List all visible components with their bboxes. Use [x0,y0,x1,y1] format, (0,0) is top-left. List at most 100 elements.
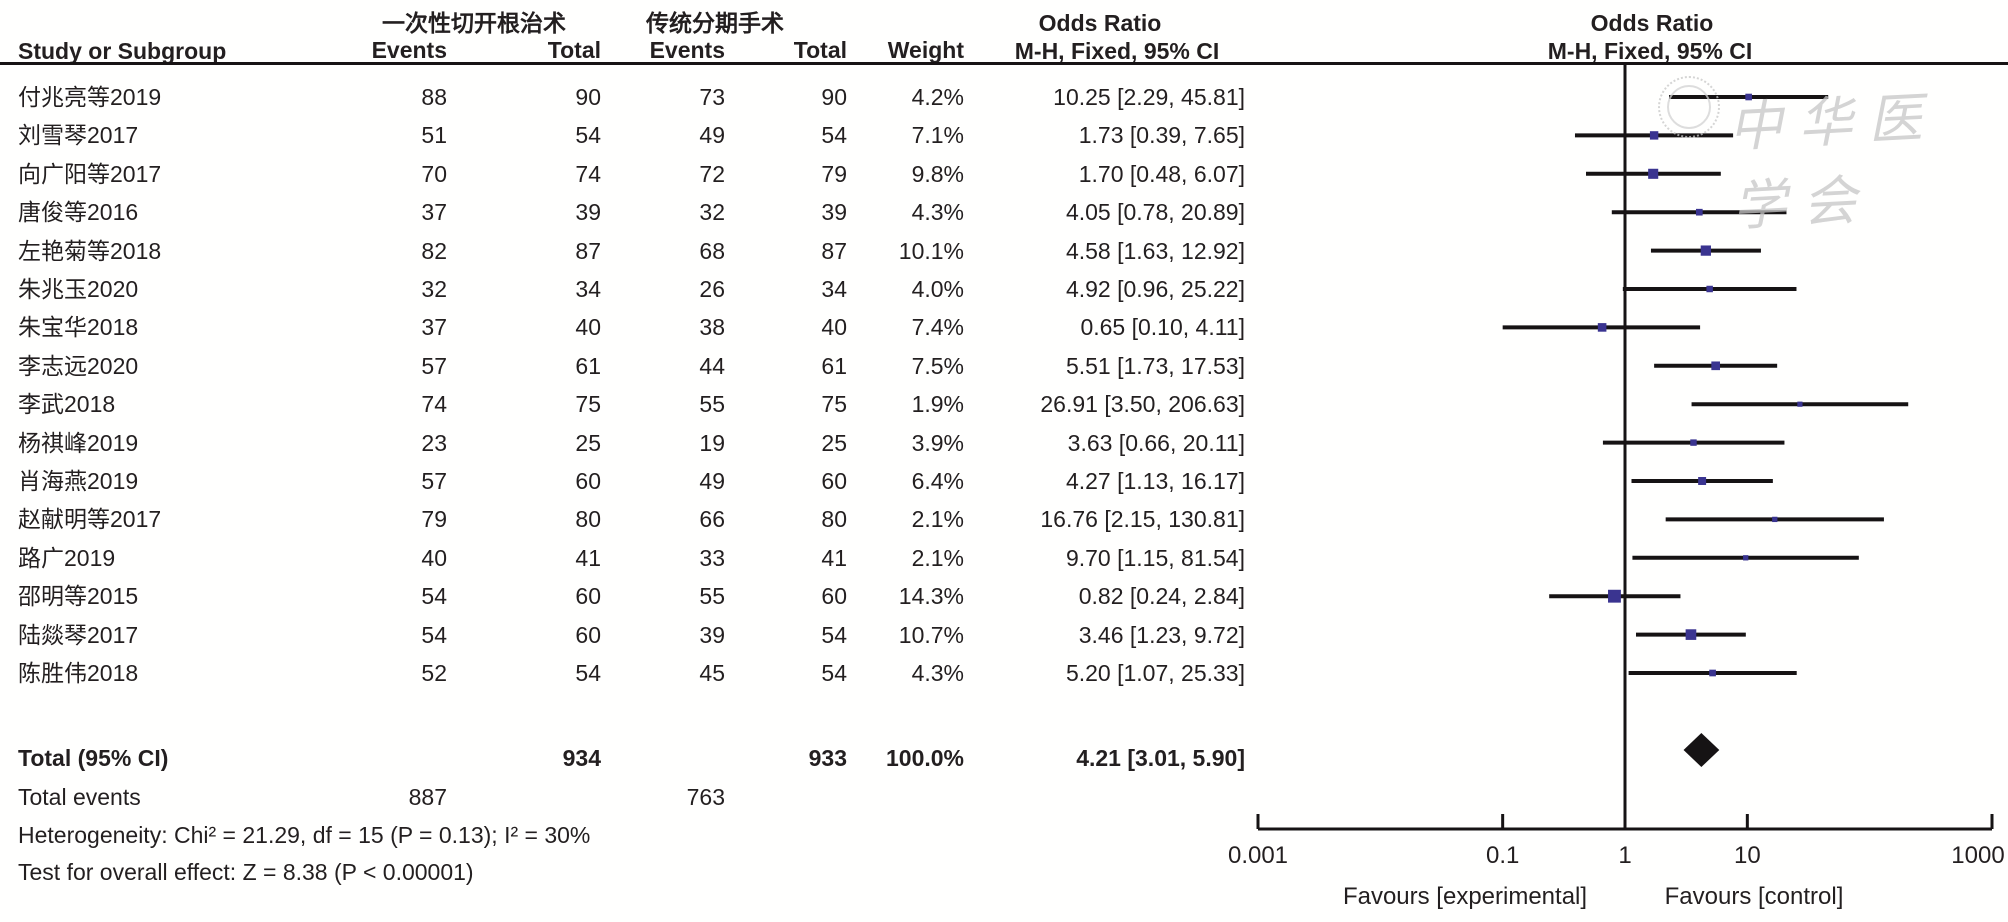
study-name: 陆燚琴2017 [18,621,139,648]
table-row: 朱兆玉2020 32 34 26 34 4.0% 4.92 [0.96, 25.22] [0,273,2008,305]
table-row: 肖海燕2019 57 60 49 60 6.4% 4.27 [1.13, 16.17] [0,465,2008,497]
weight-column-header: Weight [887,37,964,63]
study-label: 1.70 [0.48, 6.07] [1078,160,1245,187]
study-e2: 38 [699,314,725,341]
study-weight: 14.3% [898,583,964,610]
table-row: 付兆亮等2019 88 90 73 90 4.2% 10.25 [2.29, 45.81] [0,81,2008,113]
total-diamond [1683,733,1720,767]
study-label: 0.82 [0.24, 2.84] [1078,583,1245,610]
study-weight: 10.1% [898,237,964,264]
study-weight: 7.1% [911,122,964,149]
study-name: 唐俊等2016 [18,199,139,226]
study-t1: 39 [575,199,601,226]
effect-square [1709,669,1716,677]
study-t2: 80 [821,506,847,533]
study-label: 4.05 [0.78, 20.89] [1065,199,1245,226]
or-method-header-plot: M-H, Fixed, 95% CI [1547,38,1753,64]
effect-square [1608,589,1621,603]
study-t2: 41 [821,544,847,571]
study-t1: 54 [575,122,601,149]
total-events-1: 887 [408,784,447,810]
study-label: 0.65 [0.10, 4.11] [1080,314,1245,341]
study-e2: 32 [699,199,725,226]
table-row: 邵明等2015 54 60 55 60 14.3% 0.82 [0.24, 2.84] [0,580,2008,612]
study-e2: 66 [699,506,725,533]
study-e1: 51 [421,122,447,149]
study-column-header: Study or Subgroup [18,38,227,64]
study-weight: 10.7% [898,621,964,648]
study-t1: 34 [575,276,601,302]
axis-tick-label: 1000 [1951,842,2005,869]
events2-column-header: Events [649,37,725,63]
study-e2: 33 [699,544,725,571]
study-label: 16.76 [2.15, 130.81] [1040,506,1245,533]
axis-tick-label: 0.001 [1227,842,1289,869]
table-row: 唐俊等2016 37 39 32 39 4.3% 4.05 [0.78, 20.89] [0,196,2008,228]
study-name: 向广阳等2017 [18,160,162,187]
study-name: 杨祺峰2019 [18,429,139,456]
study-t2: 79 [821,160,847,187]
study-name: 路广2019 [18,544,116,571]
study-e1: 57 [421,352,447,379]
table-row: 李志远2020 57 61 44 61 7.5% 5.51 [1.73, 17.53] [0,350,2008,382]
group1-header: 一次性切开根治术 [382,10,566,36]
overall-effect-text: Test for overall effect: Z = 8.38 (P < 0… [18,859,474,885]
effect-square [1690,439,1697,446]
effect-square [1648,168,1659,179]
study-e1: 40 [421,544,447,571]
study-name: 朱宝华2018 [18,314,139,341]
study-name: 李志远2020 [18,352,139,379]
study-t1: 54 [575,660,601,686]
study-t2: 34 [821,276,847,302]
study-t1: 25 [575,429,601,456]
study-t1: 41 [575,544,601,571]
study-weight: 7.4% [911,314,964,341]
effect-square [1772,516,1778,523]
study-label: 4.27 [1.13, 16.17] [1065,468,1245,494]
study-e2: 68 [699,237,725,264]
study-name: 陈胜伟2018 [18,660,139,686]
study-label: 4.92 [0.96, 25.22] [1065,276,1245,302]
study-t2: 60 [821,468,847,494]
study-e2: 49 [699,122,725,149]
header-rule [0,62,2008,65]
total-events-label: Total events [18,784,141,810]
study-weight: 2.1% [911,544,964,571]
total-events-row: Total events 887 763 [0,781,2008,813]
heterogeneity-text: Heterogeneity: Chi² = 21.29, df = 15 (P … [18,822,591,848]
table-row: 刘雪琴2017 51 54 49 54 7.1% 1.73 [0.39, 7.65] [0,119,2008,151]
study-t1: 60 [575,583,601,610]
study-weight: 2.1% [911,506,964,533]
study-e1: 88 [421,84,447,110]
study-name: 李武2018 [18,391,116,418]
study-label: 3.46 [1.23, 9.72] [1078,621,1245,648]
study-t2: 39 [821,199,847,226]
table-row: 向广阳等2017 70 74 72 79 9.8% 1.70 [0.48, 6.07] [0,158,2008,190]
total-events-2: 763 [686,784,725,810]
favours-right-label: Favours [control] [1664,883,1844,910]
study-t2: 40 [821,314,847,341]
study-label: 5.20 [1.07, 25.33] [1065,660,1245,686]
group2-header: 传统分期手术 [646,10,784,36]
axis-tick-label: 10 [1733,842,1761,869]
study-t1: 75 [575,391,601,418]
study-name: 刘雪琴2017 [18,122,139,149]
total2-column-header: Total [793,37,847,63]
study-e1: 79 [421,506,447,533]
study-weight: 9.8% [911,160,964,187]
study-e2: 73 [699,84,725,110]
effect-square [1745,93,1752,101]
table-row: 左艳菊等2018 82 87 68 87 10.1% 4.58 [1.63, 12.92] [0,235,2008,267]
study-e2: 45 [699,660,725,686]
table-row: 李武2018 74 75 55 75 1.9% 26.91 [3.50, 206.63] [0,388,2008,420]
total-weight: 100.0% [885,745,964,771]
study-t1: 60 [575,468,601,494]
favours-left-label: Favours [experimental] [1342,883,1588,910]
effect-square [1649,131,1659,140]
study-label: 3.63 [0.66, 20.11] [1067,429,1245,456]
study-t1: 74 [575,160,601,187]
table-row: 杨祺峰2019 23 25 19 25 3.9% 3.63 [0.66, 20.11] [0,427,2008,459]
study-e1: 54 [421,621,447,648]
study-e1: 37 [421,199,447,226]
study-weight: 4.0% [911,276,964,302]
